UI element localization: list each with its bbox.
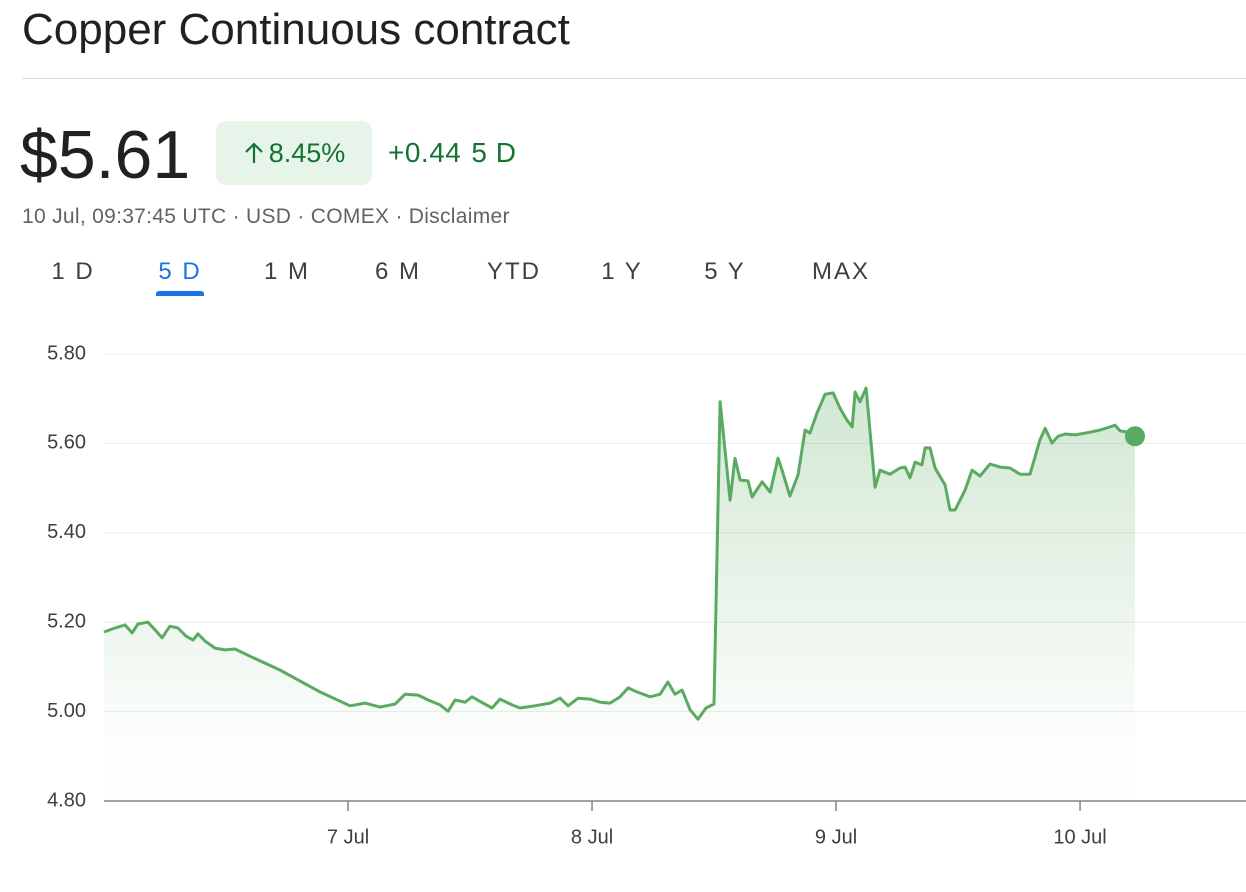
- change-percent: 8.45%: [268, 137, 346, 168]
- x-tick-label: 9 Jul: [815, 826, 857, 848]
- range-tab[interactable]: YTD: [487, 258, 541, 285]
- range-tab[interactable]: 5 Y: [704, 258, 746, 285]
- tab-underline: [156, 291, 204, 296]
- x-tick-label: 10 Jul: [1053, 826, 1106, 848]
- y-tick-label: 5.00: [47, 700, 86, 722]
- up-arrow-icon: [244, 142, 263, 163]
- x-tick-label: 7 Jul: [327, 826, 369, 848]
- range-tab[interactable]: 1 M: [263, 258, 311, 285]
- range-tab[interactable]: 6 M: [374, 258, 422, 285]
- y-tick-label: 5.20: [47, 610, 86, 632]
- y-tick-label: 5.60: [47, 432, 86, 454]
- range-tab[interactable]: 1 D: [51, 258, 95, 285]
- x-tick-label: 8 Jul: [571, 826, 613, 848]
- quote-details: 10 Jul, 09:37:45 UTC · USD · COMEX · Disc…: [22, 204, 510, 230]
- change-amount: +0.44: [388, 137, 462, 168]
- range-tab[interactable]: 1 Y: [601, 258, 643, 285]
- change: +0.44 5 D: [388, 136, 516, 170]
- price-line: [103, 386, 1136, 721]
- last-price-dot: [1124, 426, 1145, 447]
- change-period: 5 D: [471, 137, 517, 168]
- price-area: [104, 388, 1135, 801]
- details-text: 10 Jul, 09:37:45 UTC · USD · COMEX ·: [22, 205, 403, 228]
- page-title: Copper Continuous contract: [22, 5, 570, 54]
- price: $5.61: [20, 117, 191, 193]
- divider: [22, 78, 1246, 79]
- range-tab[interactable]: 5 D: [158, 258, 202, 285]
- range-tab[interactable]: MAX: [811, 258, 871, 285]
- change-badge: 8.45%: [216, 121, 372, 185]
- y-tick-label: 5.40: [47, 521, 86, 543]
- y-tick-label: 4.80: [47, 789, 86, 811]
- y-tick-label: 5.80: [47, 342, 86, 364]
- disclaimer-link[interactable]: Disclaimer: [408, 205, 510, 228]
